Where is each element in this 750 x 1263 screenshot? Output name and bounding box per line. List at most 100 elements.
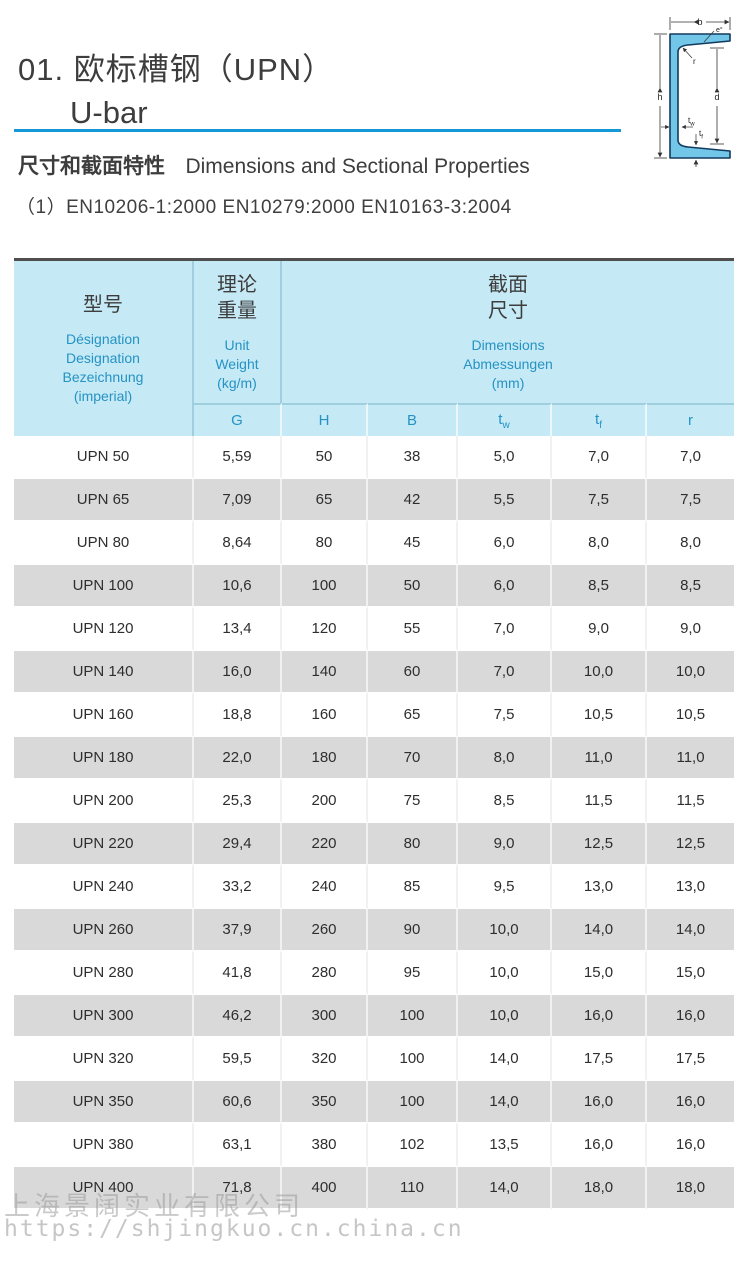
cell-model: UPN 350 xyxy=(14,1081,194,1124)
cell-web-thickness: 14,0 xyxy=(458,1038,552,1081)
cell-radius: 15,0 xyxy=(647,952,735,995)
subtitle-chinese: 尺寸和截面特性 xyxy=(18,155,165,178)
page-title-en: U-bar xyxy=(70,95,148,130)
cell-width: 45 xyxy=(368,522,458,565)
cell-width: 100 xyxy=(368,995,458,1038)
subheader-B: B xyxy=(368,403,458,436)
cell-radius: 13,0 xyxy=(647,866,735,909)
cell-unit-weight: 59,5 xyxy=(194,1038,282,1081)
table-row: UPN 120 13,4 120 55 7,0 9,0 9,0 xyxy=(14,608,735,651)
cell-height: 260 xyxy=(282,909,368,952)
cell-unit-weight: 5,59 xyxy=(194,436,282,479)
cell-flange-thickness: 11,0 xyxy=(552,737,647,780)
channel-shape xyxy=(669,33,731,159)
dimensions-table-wrapper: 型号 Désignation Designation Bezeichnung (… xyxy=(14,258,735,1210)
cell-model: UPN 320 xyxy=(14,1038,194,1081)
cell-model: UPN 220 xyxy=(14,823,194,866)
cell-radius: 8,5 xyxy=(647,565,735,608)
title-underline xyxy=(14,129,621,132)
cell-model: UPN 380 xyxy=(14,1124,194,1167)
dim-d xyxy=(710,47,724,145)
cell-flange-thickness: 8,5 xyxy=(552,565,647,608)
dimensions-label-multilang: Dimensions Abmessungen (mm) xyxy=(463,336,553,391)
designation-label-multilang: Désignation Designation Bezeichnung (imp… xyxy=(62,330,144,404)
cell-width: 75 xyxy=(368,780,458,823)
column-header-unit-weight: 理论 重量 Unit Weight (kg/m) xyxy=(194,261,282,403)
dimensions-table: 型号 Désignation Designation Bezeichnung (… xyxy=(14,258,735,1210)
table-row: UPN 65 7,09 65 42 5,5 7,5 7,5 xyxy=(14,479,735,522)
cell-width: 42 xyxy=(368,479,458,522)
label-angle: e° xyxy=(716,26,723,34)
cell-unit-weight: 22,0 xyxy=(194,737,282,780)
cell-flange-thickness: 18,0 xyxy=(552,1167,647,1210)
page-title: 01. 欧标槽钢（UPN） xyxy=(18,52,335,87)
subheader-G: G xyxy=(194,403,282,436)
cell-radius: 16,0 xyxy=(647,1081,735,1124)
cell-radius: 18,0 xyxy=(647,1167,735,1210)
cell-width: 100 xyxy=(368,1081,458,1124)
cell-height: 350 xyxy=(282,1081,368,1124)
cell-web-thickness: 7,5 xyxy=(458,694,552,737)
cell-height: 240 xyxy=(282,866,368,909)
cell-model: UPN 100 xyxy=(14,565,194,608)
cell-web-thickness: 10,0 xyxy=(458,909,552,952)
radius-pointer xyxy=(682,47,693,59)
cell-unit-weight: 10,6 xyxy=(194,565,282,608)
cell-height: 180 xyxy=(282,737,368,780)
cell-flange-thickness: 7,5 xyxy=(552,479,647,522)
cell-height: 400 xyxy=(282,1167,368,1210)
cell-flange-thickness: 7,0 xyxy=(552,436,647,479)
table-row: UPN 240 33,2 240 85 9,5 13,0 13,0 xyxy=(14,866,735,909)
subheader-H: H xyxy=(282,403,368,436)
cell-unit-weight: 13,4 xyxy=(194,608,282,651)
unit-weight-label-en: Unit Weight (kg/m) xyxy=(215,336,259,391)
cell-height: 320 xyxy=(282,1038,368,1081)
subheader-tf: tf xyxy=(552,403,647,436)
cell-width: 80 xyxy=(368,823,458,866)
cell-height: 380 xyxy=(282,1124,368,1167)
column-header-designation: 型号 Désignation Designation Bezeichnung (… xyxy=(14,261,194,436)
table-row: UPN 300 46,2 300 100 10,0 16,0 16,0 xyxy=(14,995,735,1038)
cell-unit-weight: 29,4 xyxy=(194,823,282,866)
cell-radius: 17,5 xyxy=(647,1038,735,1081)
table-header: 型号 Désignation Designation Bezeichnung (… xyxy=(14,261,735,436)
table-row: UPN 350 60,6 350 100 14,0 16,0 16,0 xyxy=(14,1081,735,1124)
subheader-row: G H B tw tf r xyxy=(14,403,735,436)
cell-flange-thickness: 12,5 xyxy=(552,823,647,866)
cell-web-thickness: 10,0 xyxy=(458,952,552,995)
cell-flange-thickness: 16,0 xyxy=(552,1124,647,1167)
cell-radius: 16,0 xyxy=(647,1124,735,1167)
dim-b xyxy=(669,17,731,30)
cell-flange-thickness: 8,0 xyxy=(552,522,647,565)
cell-model: UPN 140 xyxy=(14,651,194,694)
subheader-tw: tw xyxy=(458,403,552,436)
title-block: 01. 欧标槽钢（UPN） U-bar xyxy=(18,44,334,131)
cell-width: 95 xyxy=(368,952,458,995)
cell-radius: 9,0 xyxy=(647,608,735,651)
table-row: UPN 400 71,8 400 110 14,0 18,0 18,0 xyxy=(14,1167,735,1210)
cell-unit-weight: 7,09 xyxy=(194,479,282,522)
cell-model: UPN 280 xyxy=(14,952,194,995)
cell-height: 220 xyxy=(282,823,368,866)
cell-height: 100 xyxy=(282,565,368,608)
cell-width: 55 xyxy=(368,608,458,651)
table-row: UPN 50 5,59 50 38 5,0 7,0 7,0 xyxy=(14,436,735,479)
cell-flange-thickness: 17,5 xyxy=(552,1038,647,1081)
cell-unit-weight: 8,64 xyxy=(194,522,282,565)
cell-web-thickness: 9,0 xyxy=(458,823,552,866)
cell-width: 85 xyxy=(368,866,458,909)
cell-height: 120 xyxy=(282,608,368,651)
cell-width: 65 xyxy=(368,694,458,737)
watermark-url: https://shjingkuo.cn.china.cn xyxy=(4,1216,464,1242)
cell-height: 140 xyxy=(282,651,368,694)
label-b: b xyxy=(697,17,702,27)
table-row: UPN 200 25,3 200 75 8,5 11,5 11,5 xyxy=(14,780,735,823)
table-row: UPN 160 18,8 160 65 7,5 10,5 10,5 xyxy=(14,694,735,737)
cell-height: 200 xyxy=(282,780,368,823)
cell-height: 280 xyxy=(282,952,368,995)
cell-web-thickness: 14,0 xyxy=(458,1081,552,1124)
cell-height: 160 xyxy=(282,694,368,737)
cell-height: 50 xyxy=(282,436,368,479)
cell-width: 60 xyxy=(368,651,458,694)
cell-model: UPN 300 xyxy=(14,995,194,1038)
